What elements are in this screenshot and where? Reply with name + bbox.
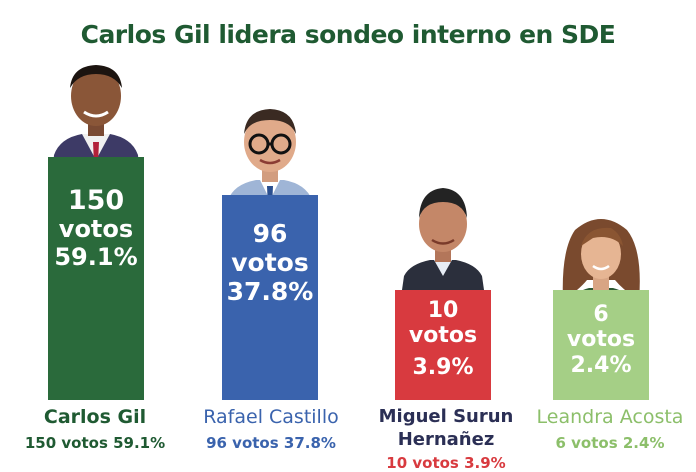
- summary-carlos: 150 votos 59.1%: [24, 434, 166, 452]
- name-rafael: Rafael Castillo: [203, 406, 339, 428]
- bar-votes-miguel: 10: [427, 298, 459, 323]
- bar-rafael: 96 votos 37.8%: [222, 195, 318, 400]
- summary-miguel: 10 votos 3.9%: [386, 454, 506, 472]
- name-leandra: Leandra Acosta: [536, 406, 684, 428]
- bar-carlos: 150 votos 59.1%: [48, 157, 144, 400]
- bar-pct-miguel: 3.9%: [412, 354, 474, 380]
- bar-votos-word-carlos: votos: [58, 215, 134, 244]
- bar-pct-leandra: 2.4%: [570, 352, 632, 378]
- bar-miguel: 10 votos 3.9%: [395, 290, 491, 400]
- bar-pct-rafael: 37.8%: [226, 276, 314, 306]
- candidate-carlos-gil: 150 votos 59.1%: [48, 60, 144, 400]
- name-miguel-line1: Miguel Surun: [378, 406, 514, 427]
- bar-votes-rafael: 96: [252, 219, 288, 248]
- candidate-miguel-surun: 10 votos 3.9%: [395, 180, 491, 400]
- name-miguel-line2: Hernañez: [397, 429, 495, 450]
- summary-rafael: 96 votos 37.8%: [206, 434, 336, 452]
- bar-votos-word-leandra: votos: [566, 327, 636, 353]
- candidate-leandra-acosta: 6 votos 2.4%: [553, 210, 649, 400]
- summary-leandra: 6 votos 2.4%: [555, 434, 665, 452]
- bar-votos-word-rafael: votos: [231, 247, 309, 277]
- candidate-photo-miguel: [398, 180, 488, 290]
- bar-votos-word-miguel: votos: [408, 323, 478, 349]
- chart-title: Carlos Gil lidera sondeo interno en SDE: [80, 20, 616, 49]
- bar-votes-carlos: 150: [67, 185, 125, 216]
- name-carlos: Carlos Gil: [43, 406, 147, 428]
- bar-votes-leandra: 6: [593, 302, 609, 327]
- bar-leandra: 6 votos 2.4%: [553, 290, 649, 400]
- candidate-rafael-castillo: 96 votos 37.8%: [222, 100, 318, 400]
- bar-pct-carlos: 59.1%: [54, 242, 138, 271]
- candidate-photo-rafael: [222, 100, 318, 220]
